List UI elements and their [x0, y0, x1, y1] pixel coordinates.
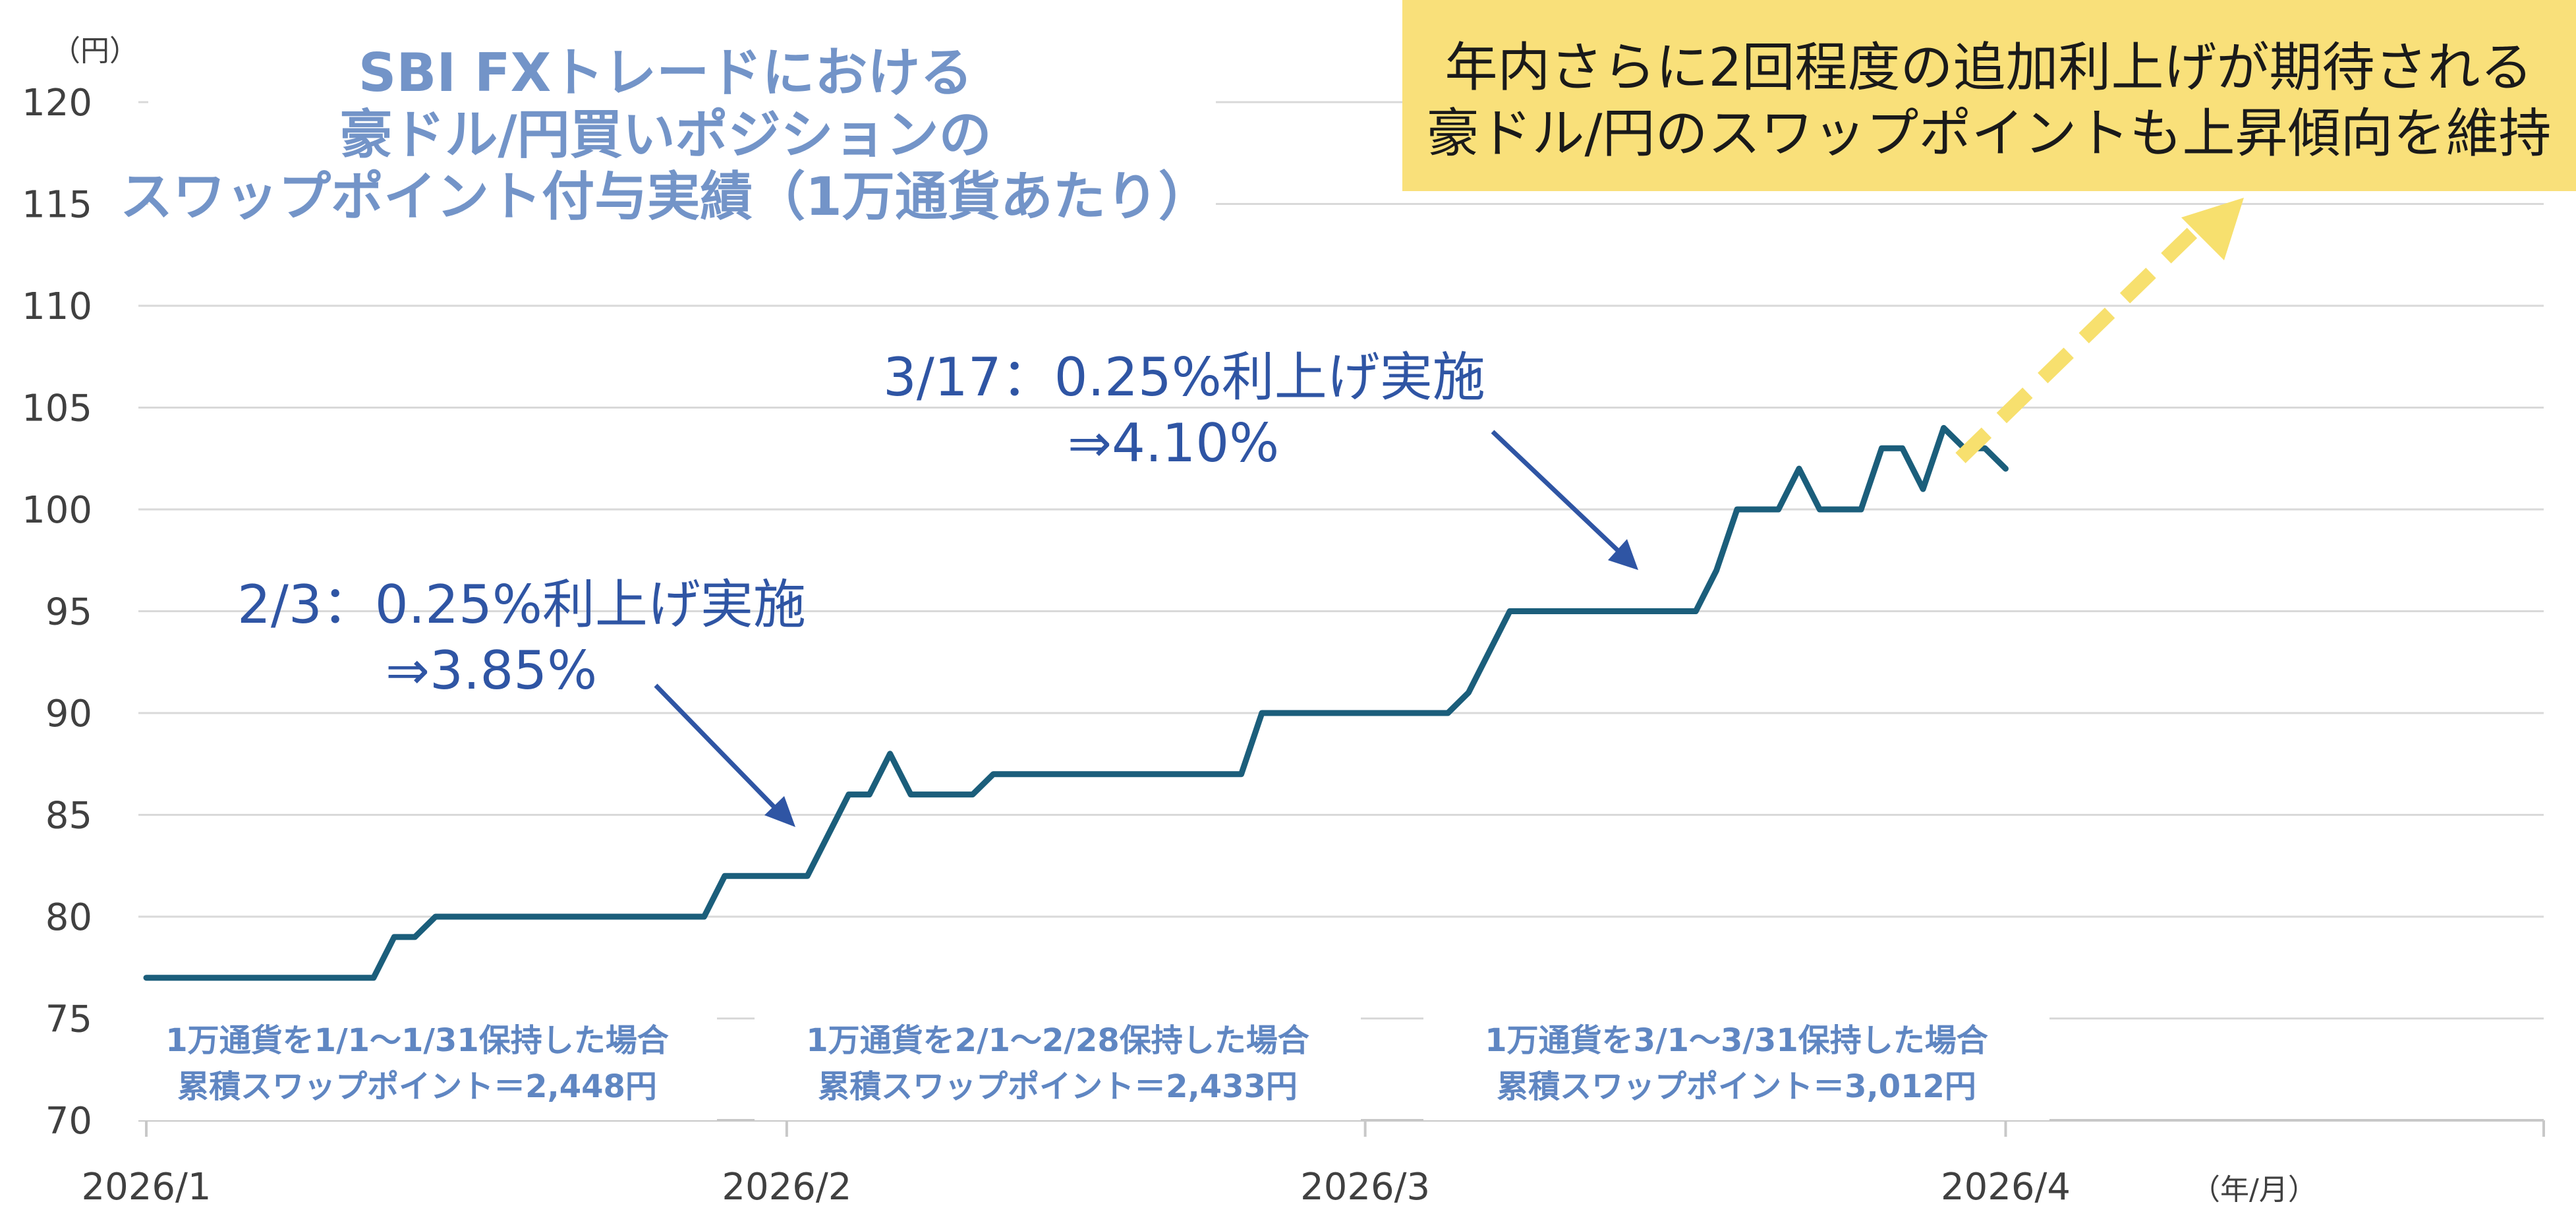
- annotation-mar-line-1: 3/17：0.25%利上げ実施: [883, 347, 1485, 408]
- x-axis: [138, 1119, 2545, 1137]
- annotation-mar-arrow: [1491, 430, 1623, 556]
- title-line-1: SBI FXトレードにおける: [358, 42, 973, 103]
- projection-arrow-shaft: [1955, 225, 2200, 463]
- summary-box-mar-bg: [1423, 1002, 2049, 1120]
- projection-arrow-head: [2181, 198, 2244, 260]
- data-points: [146, 428, 2006, 978]
- x-tick-labels: 2026/1 2026/2 2026/3 2026/4: [81, 1166, 2071, 1209]
- summary-box-mar-line-2: 累積スワップポイント＝3,012円: [1497, 1068, 1976, 1105]
- y-tick-label-100: 100: [22, 489, 92, 532]
- title-line-3: スワップポイント付与実績（1万通貨あたり）: [120, 166, 1211, 227]
- summary-box-jan-line-1: 1万通貨を1/1～1/31保持した場合: [165, 1022, 668, 1059]
- y-tick-labels: 70 75 80 85 90 95 100 105 110 115 120: [22, 82, 92, 1143]
- y-tick-label-75: 75: [45, 998, 92, 1041]
- y-tick-label-80: 80: [45, 896, 92, 939]
- projection-arrow: [1955, 198, 2244, 463]
- annotation-feb-line-2: ⇒3.85%: [386, 640, 597, 701]
- outlook-callout: 年内さらに2回程度の追加利上げが期待される 豪ドル/円のスワップポイントも上昇傾…: [1402, 0, 2576, 191]
- x-tick-label-2026/4: 2026/4: [1941, 1166, 2071, 1209]
- title-background: [148, 40, 1216, 250]
- y-tick-label-85: 85: [45, 795, 92, 838]
- summary-box-feb-bg: [755, 1002, 1361, 1120]
- y-tick-label-110: 110: [22, 285, 92, 328]
- y-tick-label-115: 115: [22, 184, 92, 227]
- summary-box-feb-line-2: 累積スワップポイント＝2,433円: [818, 1068, 1298, 1105]
- annotation-mar-rate-hike: 3/17：0.25%利上げ実施 ⇒4.10%: [883, 347, 1638, 570]
- series-line-aud-jpy-swap: [143, 424, 2009, 981]
- summary-box-mar-line-1: 1万通貨を3/1～3/31保持した場合: [1485, 1022, 1988, 1059]
- summary-box-jan-bg: [117, 1002, 717, 1120]
- annotation-feb-arrowhead: [764, 796, 795, 827]
- x-tick-label-2026/3: 2026/3: [1300, 1166, 1430, 1209]
- y-tick-label-90: 90: [45, 693, 92, 735]
- x-unit-label: （年/月）: [2191, 1173, 2317, 1207]
- monthly-summary-boxes: 1万通貨を1/1～1/31保持した場合 累積スワップポイント＝2,448円 1万…: [117, 1002, 2049, 1120]
- title-line-2: 豪ドル/円買いポジションの: [339, 104, 991, 165]
- annotation-feb-rate-hike: 2/3：0.25%利上げ実施 ⇒3.85%: [237, 574, 806, 827]
- annotation-mar-line-2: ⇒4.10%: [1068, 413, 1279, 474]
- y-unit-label: （円）: [51, 34, 138, 68]
- outlook-callout-background: [1402, 0, 2576, 191]
- y-tick-label-105: 105: [22, 387, 92, 430]
- x-tick-label-2026/2: 2026/2: [722, 1166, 851, 1209]
- summary-box-jan-line-2: 累積スワップポイント＝2,448円: [177, 1068, 657, 1105]
- y-tick-label-120: 120: [22, 82, 92, 125]
- outlook-callout-line-2: 豪ドル/円のスワップポイントも上昇傾向を維持: [1427, 103, 2552, 164]
- chart-title: SBI FXトレードにおける 豪ドル/円買いポジションの スワップポイント付与実…: [120, 42, 1211, 227]
- annotation-mar-arrowhead: [1608, 539, 1638, 570]
- x-tick-label-2026/1: 2026/1: [81, 1166, 211, 1209]
- y-tick-label-70: 70: [45, 1100, 92, 1143]
- summary-box-feb-line-1: 1万通貨を2/1～2/28保持した場合: [806, 1022, 1309, 1059]
- annotation-feb-line-1: 2/3：0.25%利上げ実施: [237, 574, 806, 635]
- annotation-feb-arrow: [654, 683, 780, 813]
- y-tick-label-95: 95: [45, 591, 92, 634]
- outlook-callout-line-1: 年内さらに2回程度の追加利上げが期待される: [1445, 37, 2533, 98]
